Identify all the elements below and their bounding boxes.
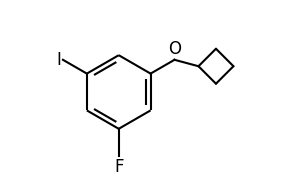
Text: F: F [114,158,124,176]
Text: I: I [56,51,61,69]
Text: O: O [168,40,181,58]
